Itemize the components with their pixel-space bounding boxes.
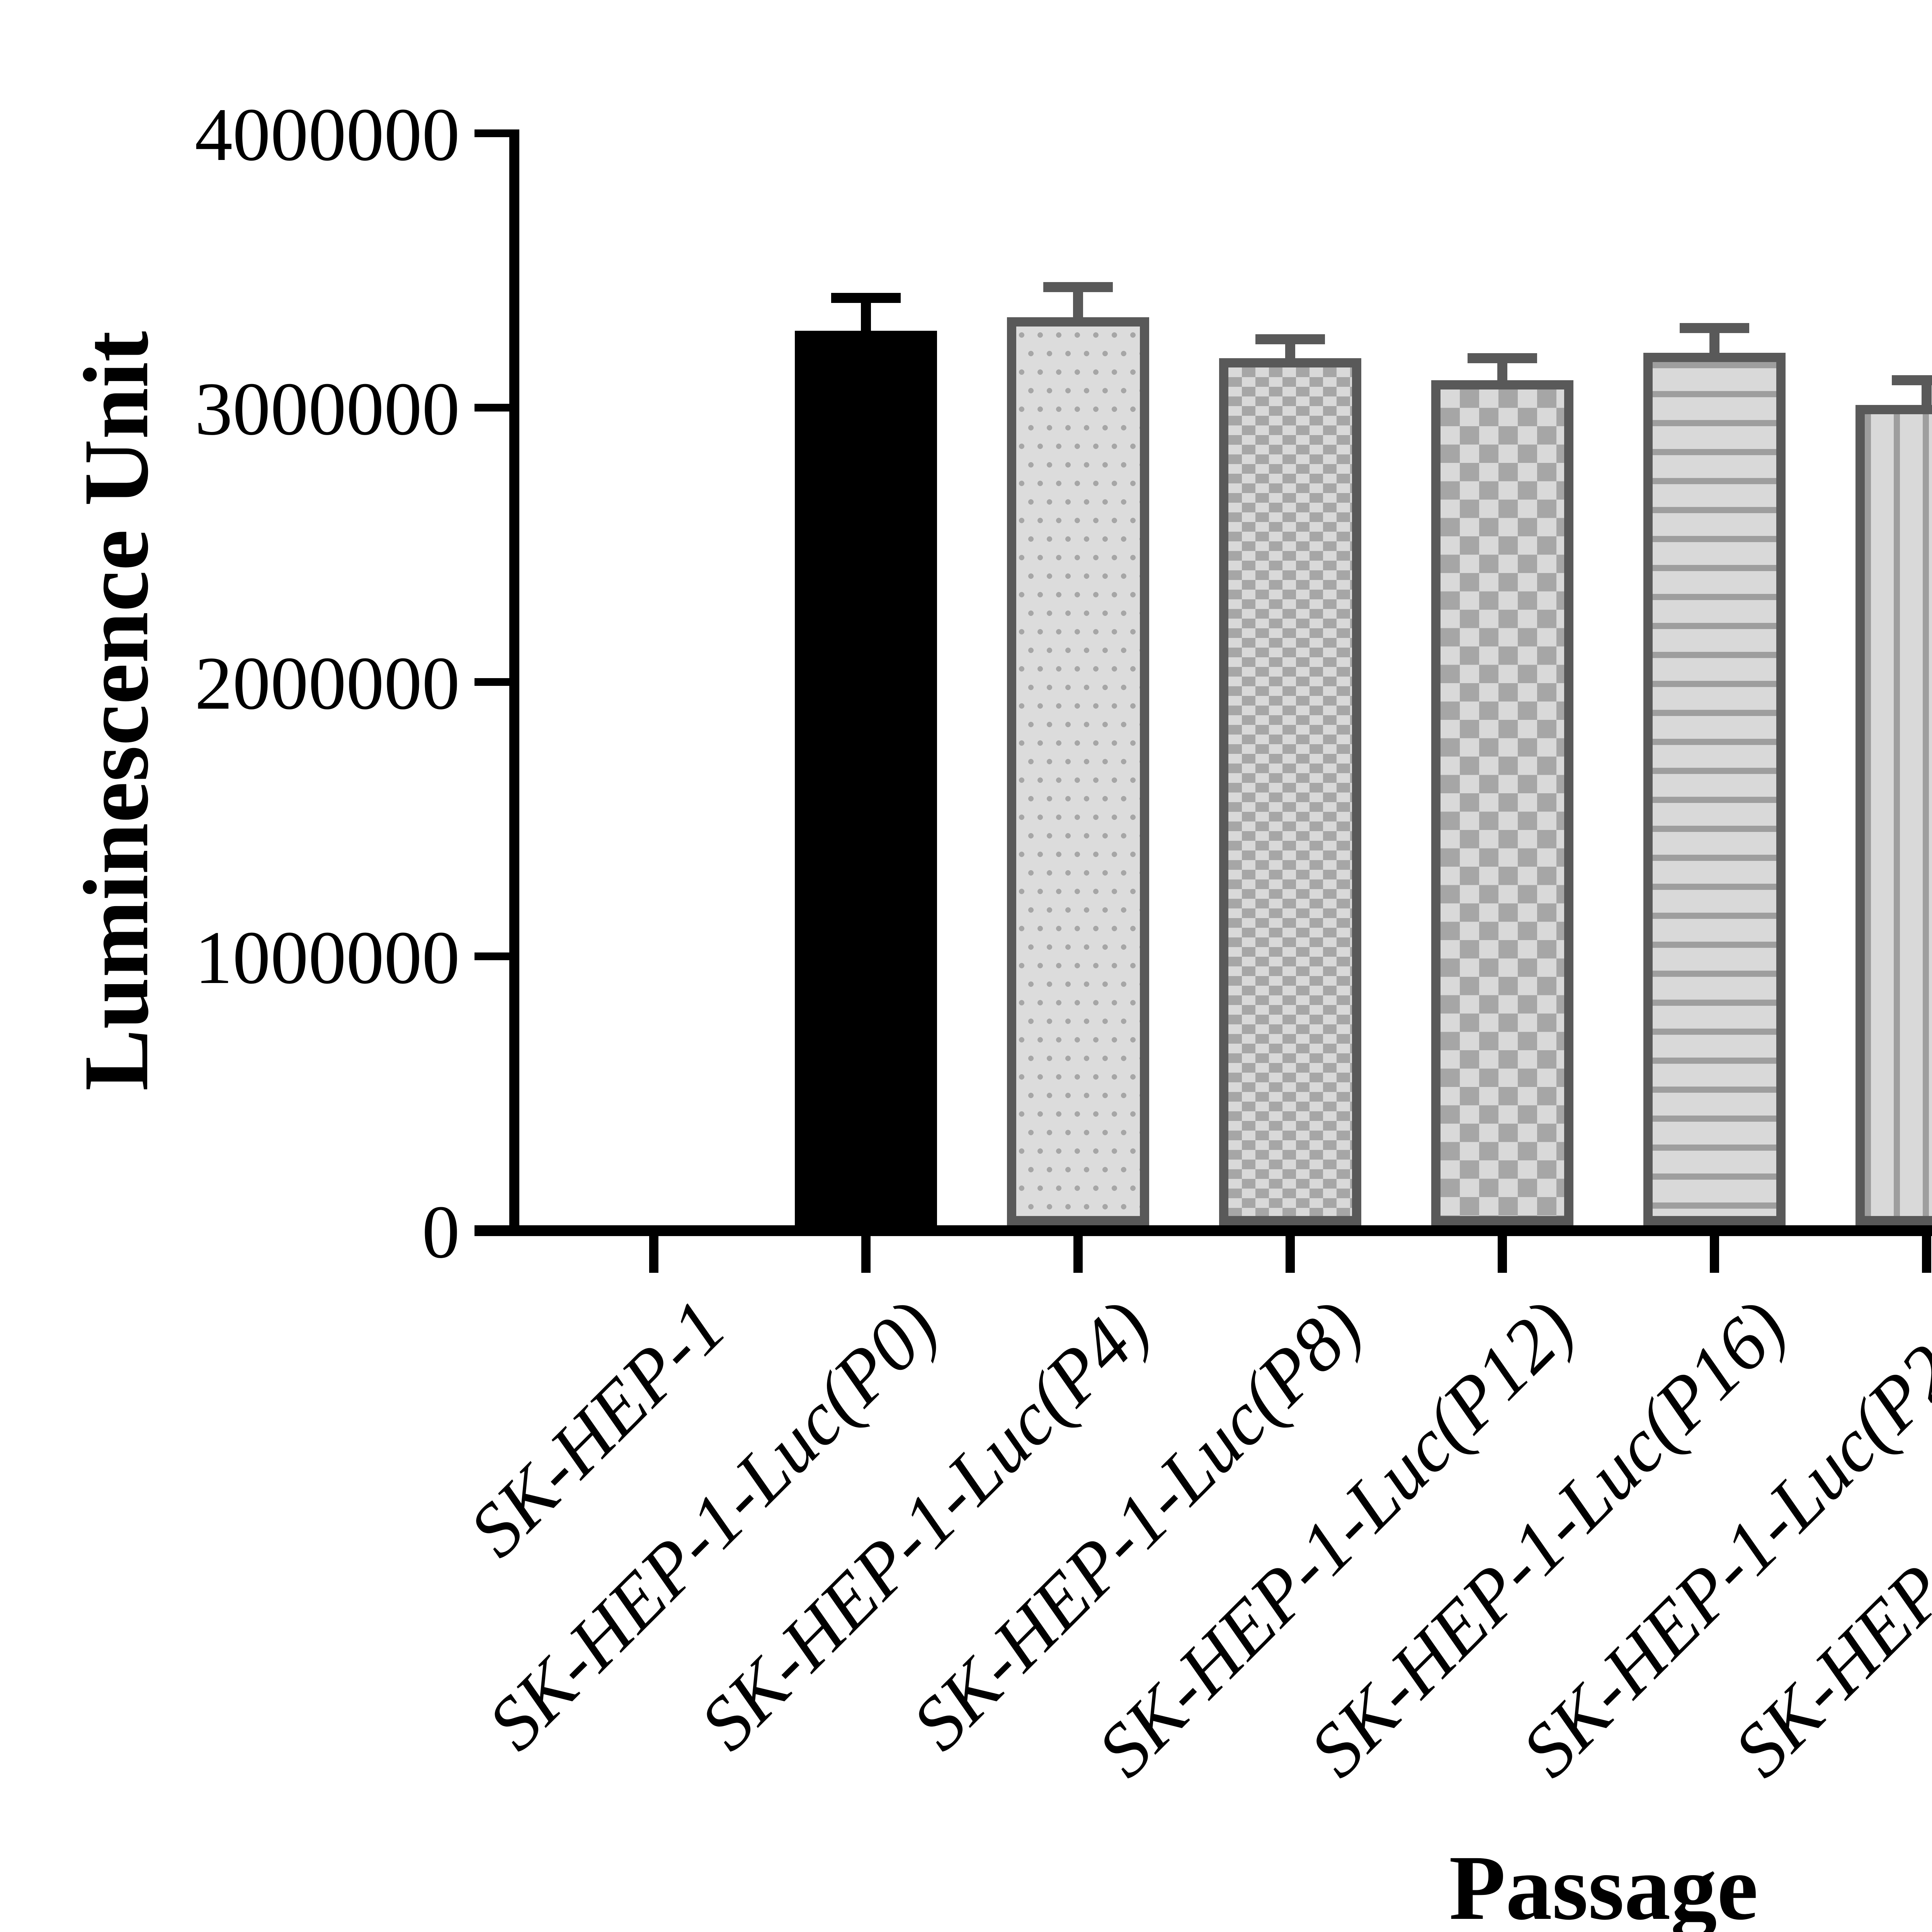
x-axis-line	[474, 1225, 1932, 1236]
error-bar-cap	[1468, 353, 1537, 364]
y-axis-line	[509, 129, 519, 1236]
y-axis-tick	[474, 1227, 509, 1235]
y-axis-title: Luminescence Unit	[65, 331, 167, 1091]
x-axis-tick	[861, 1236, 871, 1273]
y-axis-tick	[474, 404, 509, 412]
x-axis-tick	[649, 1236, 658, 1273]
bar-SK-HEP-1-Luc(P8)	[1219, 358, 1361, 1225]
y-axis-tick-label: 4000000	[195, 93, 460, 177]
bar-SK-HEP-1-Luc(P12)	[1431, 380, 1573, 1225]
bar-SK-HEP-1-Luc(P0)	[795, 331, 937, 1225]
x-axis-tick	[1922, 1236, 1931, 1273]
x-axis-tick	[1710, 1236, 1719, 1273]
error-bar-cap	[1892, 375, 1932, 385]
y-axis-tick	[474, 952, 509, 960]
y-axis-tick	[474, 678, 509, 686]
y-axis-tick	[474, 129, 509, 137]
error-bar-cap	[1680, 323, 1749, 333]
bar-SK-HEP-1-Luc(P4)	[1007, 317, 1149, 1225]
y-axis-tick-label: 1000000	[195, 916, 460, 1000]
y-axis-tick-label: 2000000	[195, 641, 460, 725]
x-axis-tick	[1498, 1236, 1507, 1273]
y-axis-tick-label: 0	[422, 1190, 460, 1274]
x-axis-tick	[1073, 1236, 1083, 1273]
error-bar-cap	[1043, 282, 1113, 292]
x-axis-title: Passage	[1449, 1836, 1758, 1932]
bar-SK-HEP-1-Luc(P20)	[1855, 405, 1932, 1225]
error-bar-cap	[831, 293, 901, 303]
error-bar-cap	[1255, 334, 1325, 344]
y-axis-tick-label: 3000000	[195, 367, 460, 451]
bar-SK-HEP-1-Luc(P16)	[1643, 353, 1786, 1225]
x-axis-tick	[1286, 1236, 1295, 1273]
